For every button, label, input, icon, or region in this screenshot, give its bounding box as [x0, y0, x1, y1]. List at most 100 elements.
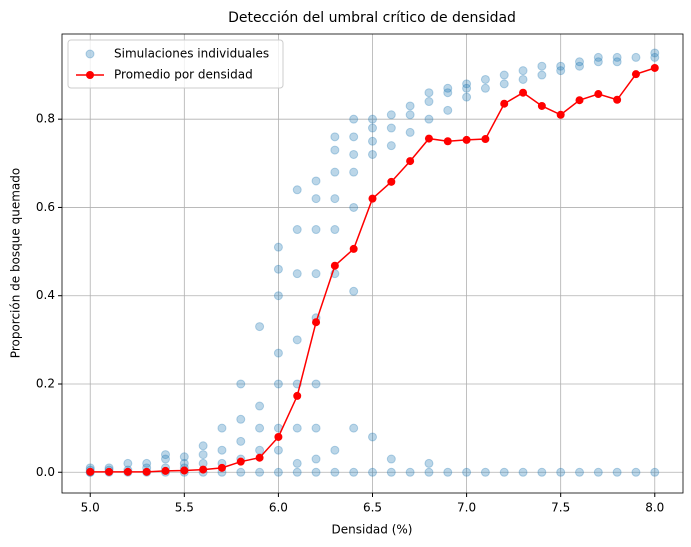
scatter-point [273, 264, 283, 274]
scatter-point [217, 423, 227, 433]
y-tick-label: 0.0 [36, 465, 55, 479]
y-tick-label: 0.2 [36, 376, 55, 390]
line-marker [650, 63, 659, 72]
scatter-point [368, 136, 377, 146]
scatter-point [292, 458, 302, 468]
line-marker [199, 465, 208, 474]
line-marker [312, 318, 321, 327]
scatter-point [349, 114, 359, 124]
scatter-point [368, 467, 377, 477]
scatter-point [349, 286, 359, 296]
line-marker [368, 194, 377, 203]
scatter-point [349, 132, 359, 142]
scatter-point [518, 467, 528, 477]
scatter-point [330, 194, 340, 204]
line-marker [142, 467, 151, 476]
scatter-point [386, 110, 396, 120]
scatter-point [556, 66, 566, 76]
scatter-point [123, 458, 133, 468]
scatter-point [330, 467, 340, 477]
scatter-point [142, 458, 152, 468]
scatter-point [405, 101, 415, 111]
scatter-point [499, 70, 509, 80]
line-marker [575, 96, 584, 105]
scatter-point [330, 167, 340, 177]
scatter-point [368, 114, 377, 124]
line-marker [293, 391, 302, 400]
line-marker [462, 135, 471, 144]
x-tick-label: 5.5 [175, 501, 194, 515]
x-tick-label: 6.0 [269, 501, 288, 515]
scatter-point [443, 83, 453, 93]
scatter-point [330, 225, 340, 235]
scatter-point [556, 61, 566, 71]
scatter-point [292, 185, 302, 195]
line-marker [274, 432, 283, 441]
scatter-point [236, 379, 246, 389]
scatter-point [255, 401, 265, 411]
scatter-point [386, 454, 396, 464]
scatter-point [499, 79, 509, 89]
scatter-point [273, 242, 283, 252]
scatter-point [236, 436, 246, 446]
line-marker [236, 457, 245, 466]
line-marker [613, 95, 622, 104]
legend-box [67, 39, 284, 89]
scatter-point [255, 467, 265, 477]
line-marker [105, 467, 114, 476]
scatter-point [537, 70, 547, 80]
plot-frame [61, 33, 684, 494]
scatter-point [575, 57, 584, 67]
scatter-point [349, 149, 359, 159]
legend-swatch [86, 71, 94, 79]
chart-title: Detección del umbral crítico de densidad [228, 10, 516, 26]
scatter-point [612, 57, 622, 67]
scatter-point [349, 423, 359, 433]
scatter-point [236, 467, 246, 477]
scatter-point [311, 176, 321, 186]
scatter-point [311, 379, 321, 389]
scatter-point [330, 445, 340, 455]
scatter-point [593, 52, 603, 62]
line-marker [631, 70, 640, 79]
scatter-point [349, 167, 359, 177]
scatter-point [480, 467, 490, 477]
line-marker [481, 135, 490, 144]
scatter-point [161, 450, 170, 460]
scatter-point [368, 432, 377, 442]
scatter-point [255, 423, 265, 433]
line-marker [217, 463, 226, 472]
scatter-point [311, 225, 321, 235]
scatter-point [631, 467, 641, 477]
scatter-point [236, 414, 246, 424]
line-marker [255, 453, 264, 462]
y-tick-label: 0.8 [36, 112, 55, 126]
scatter-point [575, 61, 584, 71]
scatter-point [443, 105, 453, 115]
line-marker [387, 177, 396, 186]
scatter-point [650, 48, 660, 58]
legend-label: Promedio por densidad [114, 68, 253, 82]
scatter-point [255, 445, 265, 455]
y-tick-label: 0.6 [36, 200, 55, 214]
scatter-point [650, 467, 660, 477]
scatter-point [462, 79, 472, 89]
line-marker [180, 466, 189, 475]
x-tick-label: 6.5 [363, 501, 382, 515]
scatter-point [424, 458, 434, 468]
scatter-point [273, 291, 283, 301]
x-tick-label: 7.0 [457, 501, 476, 515]
scatter-point [349, 467, 359, 477]
line-marker [519, 88, 528, 97]
scatter-point [462, 467, 472, 477]
scatter-point [386, 123, 396, 133]
line-marker [500, 99, 509, 108]
scatter-point [368, 123, 377, 133]
scatter-point [292, 225, 302, 235]
legend-swatch [85, 49, 95, 59]
scatter-point [349, 202, 359, 212]
legend-label: Simulaciones individuales [114, 47, 269, 61]
scatter-point [537, 61, 547, 71]
